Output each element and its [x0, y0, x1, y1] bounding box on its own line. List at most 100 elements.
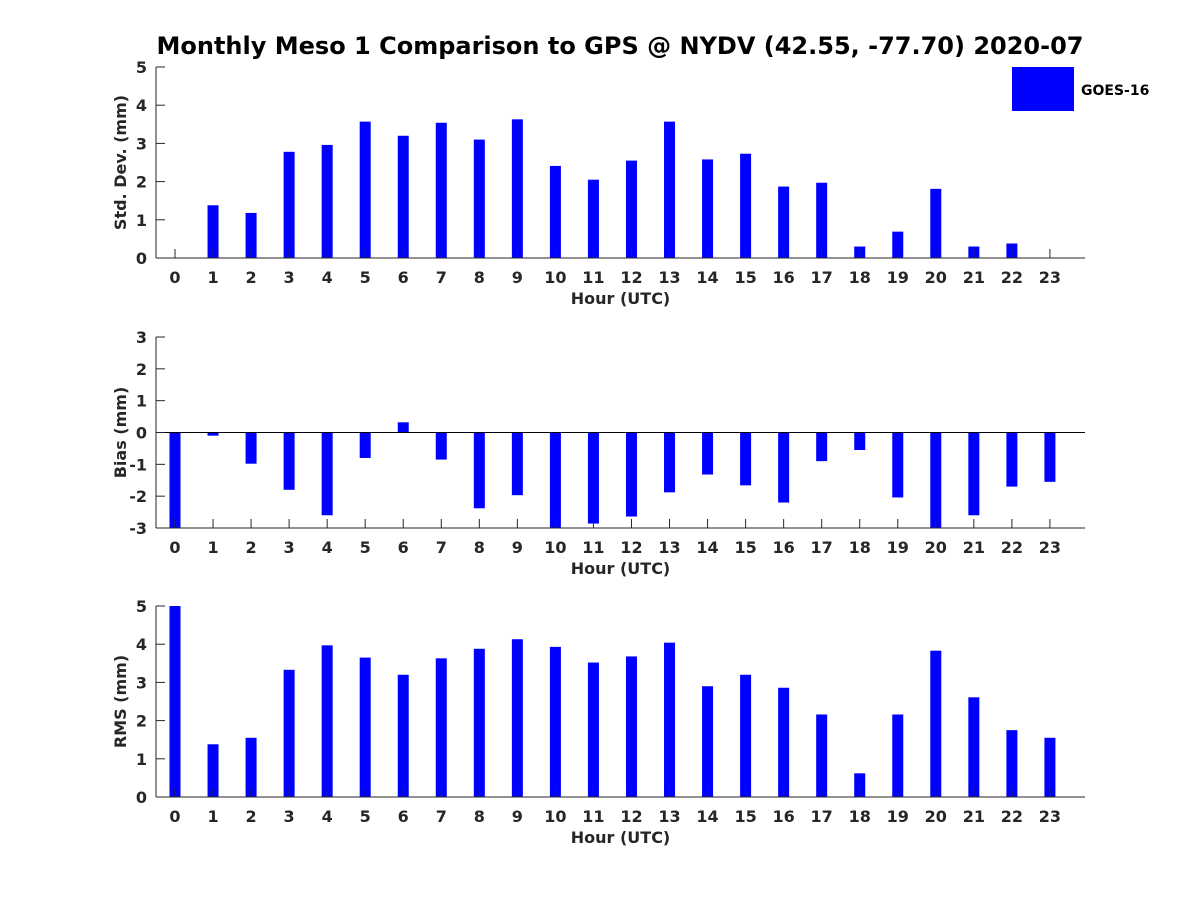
x-tick-label: 18: [849, 268, 871, 287]
bar-1: [207, 432, 219, 436]
bar-12: [625, 656, 637, 797]
x-tick-label: 2: [246, 268, 257, 287]
bar-0: [169, 432, 181, 528]
x-tick-label: 15: [734, 268, 756, 287]
x-tick-label: 0: [169, 538, 180, 557]
y-tick-label: 2: [136, 173, 147, 192]
bar-18: [854, 432, 866, 451]
x-tick-label: 7: [436, 538, 447, 557]
bar-23: [1044, 737, 1056, 797]
bar-7: [435, 432, 447, 460]
y-tick-label: 5: [136, 597, 147, 616]
bar-2: [245, 212, 257, 258]
x-tick-label: 16: [773, 268, 795, 287]
x-tick-label: 17: [811, 538, 833, 557]
y-tick-label: 5: [136, 58, 147, 77]
y-tick-label: 0: [136, 788, 147, 807]
bar-8: [473, 648, 485, 797]
y-tick-label: -1: [129, 455, 147, 474]
x-tick-label: 8: [474, 538, 485, 557]
legend-swatch: [1012, 67, 1074, 111]
x-tick-label: 4: [322, 807, 333, 826]
x-axis-label: Hour (UTC): [571, 559, 671, 578]
bar-13: [664, 642, 676, 797]
x-tick-label: 18: [849, 807, 871, 826]
bar-20: [930, 188, 942, 258]
x-tick-label: 2: [246, 538, 257, 557]
x-tick-label: 22: [1001, 538, 1023, 557]
bar-9: [511, 432, 523, 496]
x-tick-label: 21: [963, 807, 985, 826]
bar-3: [283, 669, 295, 797]
bar-2: [245, 432, 257, 464]
bar-8: [473, 432, 485, 509]
bar-22: [1006, 432, 1018, 487]
bar-17: [816, 182, 828, 258]
x-tick-label: 23: [1039, 807, 1061, 826]
x-tick-label: 11: [582, 538, 604, 557]
y-tick-label: 2: [136, 360, 147, 379]
y-tick-label: 1: [136, 392, 147, 411]
x-tick-label: 12: [620, 538, 642, 557]
y-tick-label: 4: [136, 96, 147, 115]
x-tick-label: 15: [734, 538, 756, 557]
legend-label: GOES-16: [1081, 83, 1149, 99]
x-tick-label: 17: [811, 268, 833, 287]
x-tick-label: 14: [696, 268, 718, 287]
bar-13: [664, 432, 676, 493]
x-tick-label: 1: [207, 538, 218, 557]
y-axis-label: RMS (mm): [111, 655, 130, 748]
y-tick-label: 2: [136, 712, 147, 731]
x-tick-label: 6: [398, 807, 409, 826]
bar-2: [245, 737, 257, 797]
bar-21: [968, 432, 980, 516]
x-tick-label: 0: [169, 807, 180, 826]
bar-4: [321, 144, 333, 258]
x-axis-label: Hour (UTC): [571, 828, 671, 847]
bar-5: [359, 657, 371, 797]
x-tick-label: 23: [1039, 268, 1061, 287]
x-tick-label: 22: [1001, 807, 1023, 826]
bar-10: [549, 646, 561, 797]
bar-1: [207, 744, 219, 797]
x-tick-label: 10: [544, 807, 566, 826]
bar-4: [321, 645, 333, 797]
bar-5: [359, 121, 371, 258]
bar-20: [930, 650, 942, 797]
y-tick-label: 3: [136, 134, 147, 153]
x-tick-label: 0: [169, 268, 180, 287]
x-tick-label: 5: [360, 538, 371, 557]
y-tick-label: 3: [136, 328, 147, 347]
x-tick-label: 2: [246, 807, 257, 826]
bar-12: [625, 160, 637, 258]
x-tick-label: 11: [582, 268, 604, 287]
bar-15: [740, 674, 752, 797]
y-tick-label: 1: [136, 750, 147, 769]
x-tick-label: 14: [696, 807, 718, 826]
legend: GOES-16: [1012, 67, 1149, 111]
bar-19: [892, 432, 904, 498]
x-tick-label: 9: [512, 807, 523, 826]
bar-11: [587, 662, 599, 797]
x-tick-label: 13: [658, 268, 680, 287]
x-tick-label: 20: [925, 807, 947, 826]
bar-16: [778, 186, 790, 258]
x-tick-label: 19: [887, 268, 909, 287]
bar-3: [283, 151, 295, 258]
bar-6: [397, 135, 409, 258]
x-tick-label: 7: [436, 807, 447, 826]
bar-6: [397, 422, 409, 433]
bar-8: [473, 139, 485, 258]
bar-0: [169, 606, 181, 797]
x-tick-label: 3: [284, 538, 295, 557]
bar-5: [359, 432, 371, 458]
x-tick-label: 9: [512, 268, 523, 287]
x-tick-label: 8: [474, 268, 485, 287]
y-tick-label: 0: [136, 249, 147, 268]
x-tick-label: 17: [811, 807, 833, 826]
bar-10: [549, 432, 561, 528]
bar-10: [549, 165, 561, 258]
